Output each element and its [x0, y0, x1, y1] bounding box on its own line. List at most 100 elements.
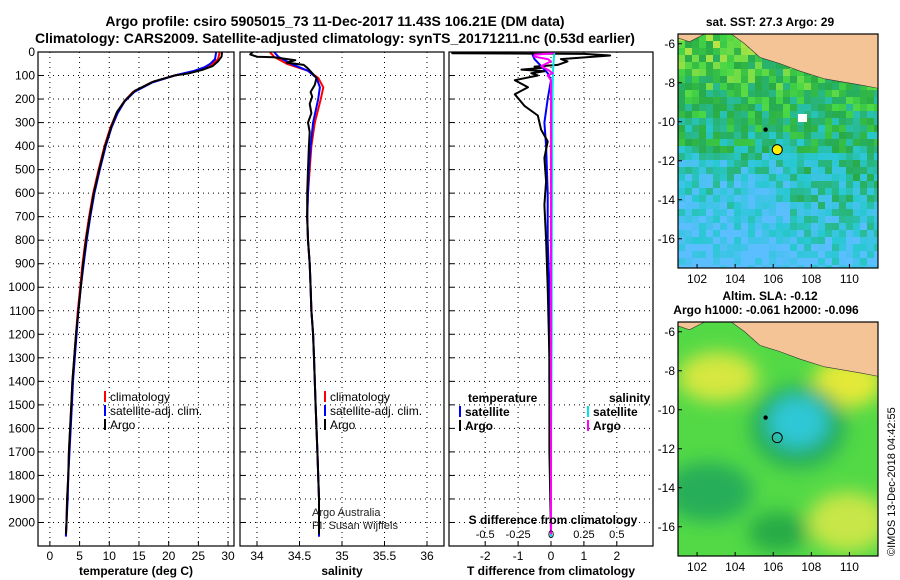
sst-cell	[839, 209, 847, 217]
sst-cell	[825, 139, 833, 147]
sst-cell	[692, 48, 700, 56]
sst-cell	[755, 216, 763, 224]
sst-cell	[706, 216, 714, 224]
sst-cell	[874, 251, 878, 259]
x-tick-label: 102	[687, 272, 707, 286]
sst-cell	[783, 160, 791, 168]
sst-cell	[734, 139, 742, 147]
sst-cell	[762, 97, 770, 105]
sst-cell	[832, 97, 840, 105]
sla-blob	[748, 512, 808, 552]
sst-cell	[853, 181, 861, 189]
sst-cell	[853, 167, 861, 175]
sst-cell	[818, 258, 826, 266]
sst-cell	[741, 153, 749, 161]
sst-cell	[867, 118, 875, 126]
sst-cell	[776, 153, 784, 161]
sla-blob	[768, 396, 828, 448]
sst-cell	[790, 237, 798, 245]
sst-cell	[804, 188, 812, 196]
sst-cell	[804, 209, 812, 217]
sst-cell	[804, 244, 812, 252]
sst-cell	[699, 62, 707, 70]
sst-cell	[874, 97, 878, 105]
sst-cell	[832, 111, 840, 119]
sst-cell	[706, 97, 714, 105]
sst-cell	[720, 181, 728, 189]
sst-cell	[678, 223, 686, 231]
sst-cell	[748, 76, 756, 84]
sst-cell	[685, 76, 693, 84]
sst-cell	[678, 41, 686, 49]
sst-cell	[755, 62, 763, 70]
sst-cell	[762, 223, 770, 231]
sst-cell	[720, 216, 728, 224]
sst-cell	[790, 83, 798, 91]
sst-cell	[762, 181, 770, 189]
sst-cell	[678, 76, 686, 84]
sst-cell	[713, 237, 721, 245]
sst-cell	[748, 104, 756, 112]
sst-cell	[790, 209, 798, 217]
sst-cell	[748, 195, 756, 203]
sst-cell	[678, 209, 686, 217]
sst-cell	[734, 167, 742, 175]
sst-cell	[783, 209, 791, 217]
sst-cell	[713, 230, 721, 238]
sst-cell	[804, 160, 812, 168]
sst-cell	[741, 160, 749, 168]
sst-cell	[825, 90, 833, 98]
sst-cell	[818, 118, 826, 126]
sst-cell	[762, 153, 770, 161]
sst-cell	[769, 97, 777, 105]
sst-cell	[762, 62, 770, 70]
sst-cell	[727, 139, 735, 147]
sst-cell	[720, 69, 728, 77]
sst-cell	[699, 153, 707, 161]
sst-cell	[762, 118, 770, 126]
sst-cell	[685, 265, 693, 268]
sst-cell	[734, 55, 742, 63]
sla-blob	[678, 462, 753, 522]
y-tick-label: 1000	[8, 280, 35, 294]
sst-cell	[734, 125, 742, 133]
sst-cell	[727, 230, 735, 238]
sst-cell	[755, 265, 763, 268]
sst-cell	[713, 265, 721, 268]
sst-cell	[706, 125, 714, 133]
sst-cell	[699, 244, 707, 252]
sst-cell	[804, 202, 812, 210]
sst-cell	[790, 160, 798, 168]
sst-cell	[685, 83, 693, 91]
sst-cell	[706, 41, 714, 49]
sst-cell	[867, 195, 875, 203]
sst-cell	[832, 139, 840, 147]
sst-cell	[804, 251, 812, 259]
sst-cell	[685, 97, 693, 105]
sst-cell	[797, 258, 805, 266]
sst-cell	[804, 195, 812, 203]
y-tick-label: 400	[15, 139, 35, 153]
sst-cell	[839, 195, 847, 203]
sst-cell	[734, 181, 742, 189]
sst-cell	[727, 174, 735, 182]
sst-cell	[825, 111, 833, 119]
sst-cell	[797, 146, 805, 154]
x-tick-label: 15	[132, 549, 146, 563]
sst-cell	[678, 265, 686, 268]
sst-cell	[713, 48, 721, 56]
sst-cell	[825, 209, 833, 217]
sst-cell	[678, 195, 686, 203]
sst-cell	[790, 111, 798, 119]
sst-cell	[713, 209, 721, 217]
sst-cell	[776, 90, 784, 98]
legend-label: satellite-adj. clim.	[110, 404, 202, 418]
sst-cell	[783, 97, 791, 105]
sst-cell	[713, 146, 721, 154]
sst-cell	[713, 132, 721, 140]
sst-cell	[846, 132, 854, 140]
sst-cell	[804, 146, 812, 154]
map-frame	[677, 321, 879, 557]
sst-cell	[692, 139, 700, 147]
series-group	[64, 52, 224, 537]
